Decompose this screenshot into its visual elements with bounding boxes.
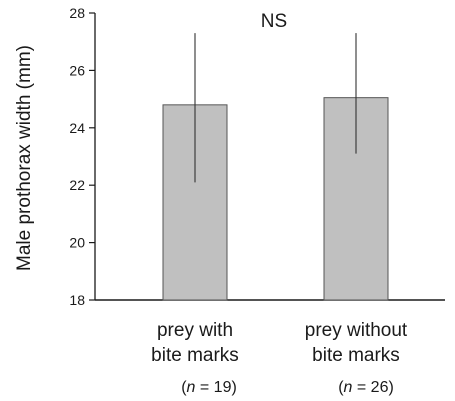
sample-size-2-symbol: n <box>344 379 353 396</box>
y-axis-ticks: 18 20 22 24 26 28 <box>69 5 95 308</box>
sample-size-1-count: = 19) <box>195 379 236 396</box>
y-tick-label: 18 <box>69 292 85 308</box>
y-tick-label: 28 <box>69 5 85 21</box>
x-category-1: prey with bite marks (n = 19) <box>151 320 239 396</box>
sample-size-1: (n = 19) <box>181 379 237 396</box>
y-axis-title: Male prothorax width (mm) <box>14 45 35 271</box>
error-bars <box>194 33 357 183</box>
y-tick-label: 22 <box>69 177 85 193</box>
y-tick-label: 24 <box>69 120 85 136</box>
y-tick-label: 26 <box>69 62 85 78</box>
x-category-label-2-line1: prey without <box>305 320 408 341</box>
sample-size-2: (n = 26) <box>338 379 394 396</box>
sample-size-1-open: ( <box>181 379 187 396</box>
sample-size-2-open: ( <box>338 379 344 396</box>
sample-size-1-symbol: n <box>187 379 196 396</box>
x-category-label-1-line2: bite marks <box>151 345 239 366</box>
y-axis: 18 20 22 24 26 28 <box>69 5 96 308</box>
x-category-2: prey without bite marks (n = 26) <box>305 320 408 396</box>
x-category-label-1-line1: prey with <box>157 320 233 341</box>
y-tick-label: 20 <box>69 235 85 251</box>
bars <box>162 97 389 301</box>
x-category-label-2-line2: bite marks <box>312 345 400 366</box>
sample-size-2-count: = 26) <box>352 379 393 396</box>
significance-annotation: NS <box>261 11 287 32</box>
